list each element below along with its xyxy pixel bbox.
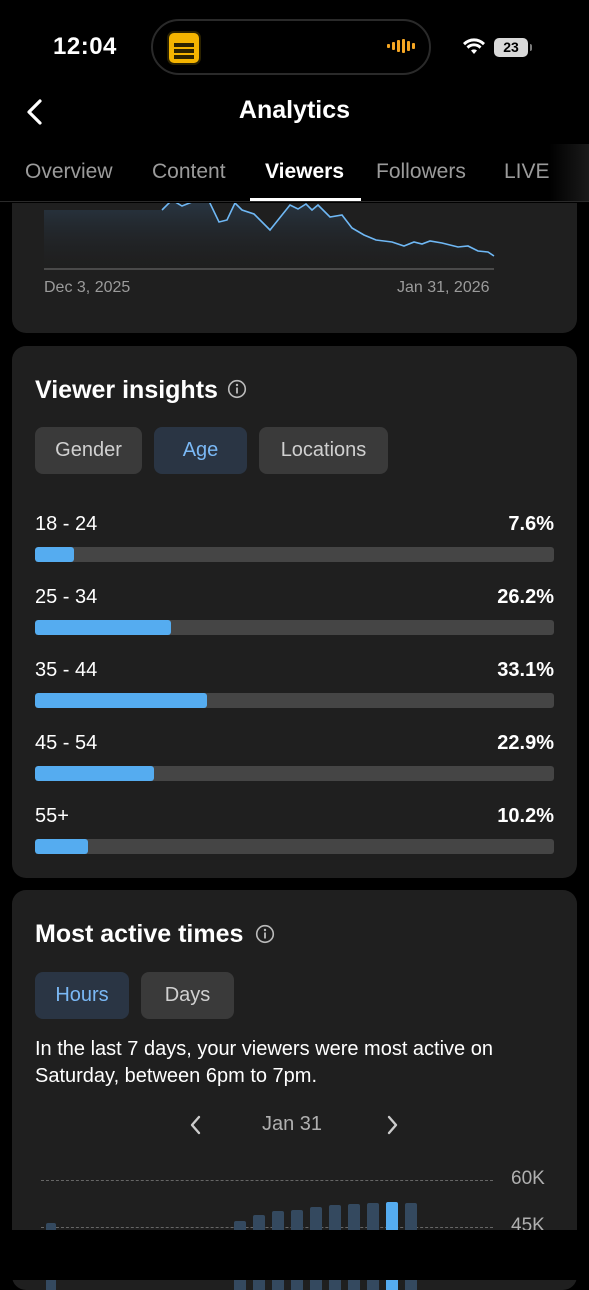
age-bar-track xyxy=(35,839,554,854)
age-label: 35 - 44 xyxy=(35,659,98,681)
age-bar-track xyxy=(35,766,554,781)
age-bar-fill xyxy=(35,620,171,635)
viewer-insights-card: Viewer insights Gender Age Locations 18 … xyxy=(12,346,577,878)
battery-icon: 23 xyxy=(494,38,532,57)
trend-start-date: Dec 3, 2025 xyxy=(44,279,131,296)
age-percent: 26.2% xyxy=(497,586,554,608)
back-button[interactable] xyxy=(20,96,50,128)
chevron-left-icon[interactable] xyxy=(188,1114,204,1136)
tab-bar: Overview Content Viewers Followers LIVE xyxy=(0,144,589,202)
most-active-title: Most active times xyxy=(35,920,244,948)
tab-overview[interactable]: Overview xyxy=(25,160,113,183)
viewers-trend-card: Dec 3, 2025 Jan 31, 2026 xyxy=(12,203,577,333)
age-bar-fill xyxy=(35,693,207,708)
dynamic-island[interactable] xyxy=(151,19,431,75)
trend-end-date: Jan 31, 2026 xyxy=(397,279,490,296)
grid-line-45k xyxy=(41,1227,493,1228)
filter-days[interactable]: Days xyxy=(141,972,234,1019)
age-bar-fill xyxy=(35,766,154,781)
tab-content[interactable]: Content xyxy=(152,160,226,183)
age-bar-track xyxy=(35,547,554,562)
status-bar: 12:04 23 xyxy=(0,0,589,90)
filter-gender[interactable]: Gender xyxy=(35,427,142,474)
tab-viewers[interactable]: Viewers xyxy=(265,160,345,183)
info-icon[interactable] xyxy=(255,924,275,944)
bottom-safe-area xyxy=(0,1230,589,1280)
info-icon[interactable] xyxy=(227,379,247,399)
age-bar-fill xyxy=(35,839,88,854)
age-label: 25 - 34 xyxy=(35,586,98,608)
age-row-25-34: 25 - 34 26.2% xyxy=(35,586,554,646)
audio-wave-icon xyxy=(387,39,415,53)
age-label: 55+ xyxy=(35,805,69,827)
age-bar-fill xyxy=(35,547,75,562)
status-time: 12:04 xyxy=(53,33,117,60)
page-title: Analytics xyxy=(238,96,351,124)
age-bar-track xyxy=(35,620,554,635)
age-row-55-plus: 55+ 10.2% xyxy=(35,805,554,865)
selected-date: Jan 31 xyxy=(261,1113,323,1135)
grid-line-60k xyxy=(41,1180,493,1181)
tabs-scroll-fade xyxy=(549,144,589,201)
filter-hours[interactable]: Hours xyxy=(35,972,129,1019)
age-bar-track xyxy=(35,693,554,708)
app-activity-icon xyxy=(167,31,201,65)
chevron-right-icon[interactable] xyxy=(384,1114,400,1136)
age-row-45-54: 45 - 54 22.9% xyxy=(35,732,554,792)
age-label: 45 - 54 xyxy=(35,732,98,754)
age-percent: 7.6% xyxy=(508,513,554,535)
date-navigator: Jan 31 xyxy=(12,1110,577,1140)
age-percent: 22.9% xyxy=(497,732,554,754)
wifi-icon xyxy=(463,38,485,54)
trend-line xyxy=(161,203,495,257)
most-active-times-card: Most active times Hours Days In the last… xyxy=(12,890,577,1290)
y-axis-label-60k: 60K xyxy=(511,1168,545,1189)
app-header: Analytics xyxy=(0,90,589,134)
viewer-insights-title: Viewer insights xyxy=(35,376,218,404)
age-percent: 10.2% xyxy=(497,805,554,827)
active-tab-indicator xyxy=(250,198,361,201)
tab-followers[interactable]: Followers xyxy=(376,160,466,183)
filter-age[interactable]: Age xyxy=(154,427,247,474)
most-active-summary: In the last 7 days, your viewers were mo… xyxy=(35,1038,493,1087)
age-percent: 33.1% xyxy=(497,659,554,681)
trend-axis xyxy=(44,268,494,270)
tab-live[interactable]: LIVE xyxy=(504,160,550,183)
age-row-35-44: 35 - 44 33.1% xyxy=(35,659,554,719)
age-label: 18 - 24 xyxy=(35,513,98,535)
age-row-18-24: 18 - 24 7.6% xyxy=(35,513,554,573)
trend-area xyxy=(44,203,494,268)
viewers-trend-chart xyxy=(44,203,495,268)
filter-locations[interactable]: Locations xyxy=(259,427,388,474)
